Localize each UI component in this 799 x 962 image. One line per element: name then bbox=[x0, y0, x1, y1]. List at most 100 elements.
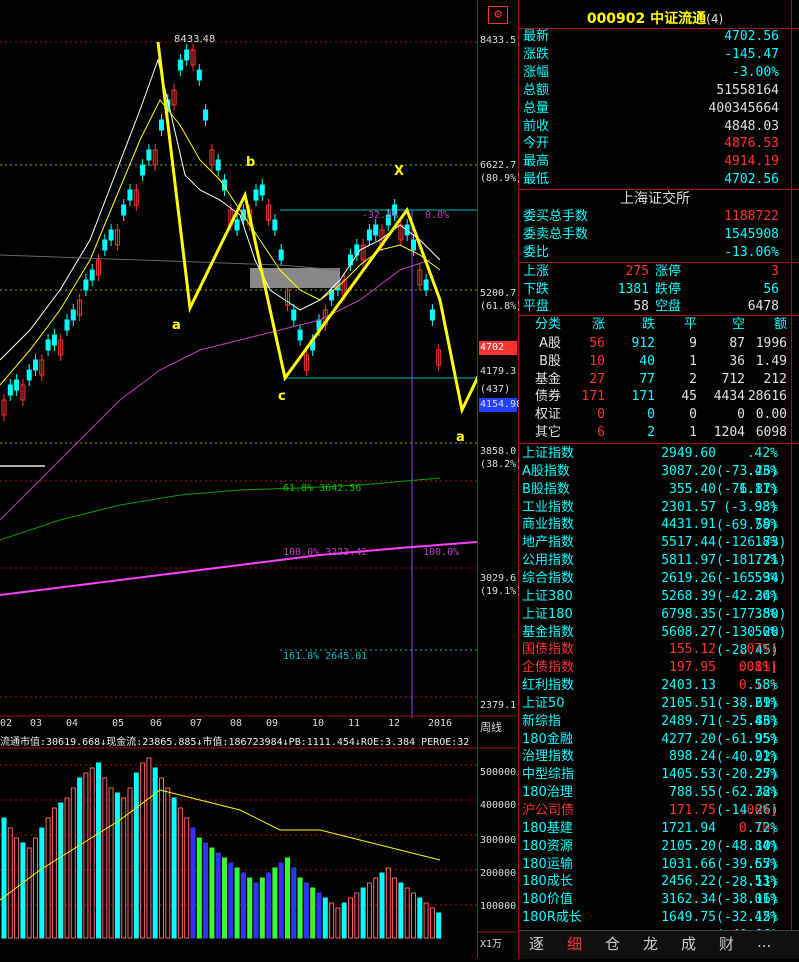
index-row[interactable]: 治理指数 898.24.21%(-20.27) bbox=[519, 748, 791, 782]
gray-box bbox=[250, 268, 340, 288]
volume-axis-label: 400000 bbox=[480, 800, 517, 811]
security-name: 中证流通 bbox=[650, 11, 707, 27]
index-row[interactable]: 180价值 3162.34.01%(-32.15) bbox=[519, 891, 791, 925]
index-row[interactable]: 新综指 2489.71.43%(-61.95) bbox=[519, 713, 791, 747]
kline-chart-panel[interactable]: 8433.48 b a c X a -32.3% 0.0% 61.8% 3642… bbox=[0, 0, 547, 958]
index-change: .06%( 0.10) bbox=[738, 803, 778, 836]
index-row[interactable]: 工业指数 2301.57.93%(-69.59) bbox=[519, 499, 791, 533]
index-row[interactable]: 综合指数 2619.26.59%(-42.34) bbox=[519, 570, 791, 604]
index-row[interactable]: 地产指数 5517.44 18%(-181.21) bbox=[519, 534, 791, 568]
candle bbox=[392, 204, 398, 216]
index-name: 沪公司债 bbox=[522, 803, 575, 818]
index-row[interactable]: 中型综指 1405.53.25%(-62.32) bbox=[519, 766, 791, 800]
index-row[interactable]: 沪公司债 171.75 .06%( 0.10) bbox=[519, 802, 791, 836]
volume-bar bbox=[291, 867, 297, 939]
index-row[interactable]: 上证指数 2949.60.42%(-73.26) bbox=[519, 445, 791, 479]
wave-label-x: X bbox=[394, 164, 405, 179]
breadth-value: 275 bbox=[625, 264, 649, 279]
candle bbox=[196, 69, 202, 81]
volume-ma-line bbox=[0, 789, 441, 901]
quote-row-label: 最高 bbox=[523, 154, 550, 170]
volume-bar bbox=[26, 847, 32, 939]
category-cell: 0 bbox=[737, 407, 745, 423]
tab-1[interactable]: 细 bbox=[567, 935, 583, 953]
volume-bar bbox=[1, 817, 7, 939]
volume-bar bbox=[398, 882, 404, 939]
period-label[interactable]: 周线 bbox=[480, 721, 502, 734]
x-tick: 11 bbox=[348, 718, 361, 729]
index-row[interactable]: 红利指数 2403.13.58%(-38.69) bbox=[519, 677, 791, 711]
volume-bar bbox=[177, 807, 183, 939]
index-row[interactable]: 上证180 6798.35 38%(-130.20) bbox=[519, 606, 791, 640]
index-row[interactable]: 180运输 1031.66.65%(-28.11) bbox=[519, 856, 791, 890]
index-row[interactable]: 商业指数 4431.91 78%(-126.73) bbox=[519, 516, 791, 550]
volume-bar bbox=[102, 777, 108, 939]
tab-6[interactable]: ... bbox=[757, 933, 772, 951]
category-cell: 10 bbox=[589, 353, 605, 369]
tab-3[interactable]: 龙 bbox=[643, 935, 659, 953]
commission-row-value: -13.06% bbox=[724, 245, 779, 260]
index-row[interactable]: B股指数 355.40 1.11%(-3.98) bbox=[519, 481, 791, 515]
index-price: 2456.22 bbox=[661, 874, 716, 890]
index-row[interactable]: 180基建 1721.94.72%(-48.10) bbox=[519, 820, 791, 854]
volume-bar bbox=[316, 892, 322, 939]
index-price: 1405.53 bbox=[661, 767, 716, 783]
index-change: .59%(-42.34) bbox=[716, 570, 779, 604]
axis-label: (38.2%) bbox=[480, 459, 523, 470]
category-cell: 0.00 bbox=[755, 407, 787, 423]
index-row[interactable]: 上证50 2105.51.21%(-25.86) bbox=[519, 695, 791, 729]
category-row: 其它 6 2 1 1204 6098 bbox=[519, 424, 791, 442]
category-cell: 1 bbox=[689, 353, 697, 369]
volume-bar bbox=[354, 892, 360, 939]
candle bbox=[58, 339, 64, 356]
tab-0[interactable]: 逐 bbox=[529, 935, 545, 953]
volume-bar bbox=[64, 797, 70, 939]
axis-label: 4179.3 bbox=[480, 366, 517, 377]
settings-icon[interactable]: ⚙ bbox=[488, 6, 508, 24]
quote-row: 最高 4914.19 bbox=[519, 153, 791, 171]
security-badge: (4) bbox=[706, 12, 724, 26]
quote-row: 涨跌 -145.47 bbox=[519, 46, 791, 64]
index-row[interactable]: 180金融 4277.20.95%(-40.92) bbox=[519, 731, 791, 765]
volume-bar bbox=[436, 912, 442, 939]
index-row[interactable]: 180治理 788.55.78%(-14.26) bbox=[519, 784, 791, 818]
quote-row: 前收 4848.03 bbox=[519, 118, 791, 136]
category-header-row: 分类 涨 跌 平 空 额 bbox=[519, 316, 791, 334]
tab-5[interactable]: 财 bbox=[719, 935, 735, 953]
candle bbox=[177, 59, 183, 71]
index-name: 工业指数 bbox=[522, 499, 575, 515]
index-change: .43%(-61.95) bbox=[716, 713, 779, 747]
volume-bar bbox=[70, 787, 76, 939]
candle bbox=[64, 319, 70, 331]
axis-label: (61.8%) bbox=[480, 301, 523, 312]
breadth-label: 空盘 bbox=[655, 299, 682, 314]
index-row[interactable]: 上证380 5268.39 26%(-177.50) bbox=[519, 588, 791, 622]
axis-label: 2379.1 bbox=[480, 700, 517, 711]
index-row[interactable]: 国债指数 155.12 .07%( 0.11) bbox=[519, 641, 791, 675]
index-row[interactable]: 基金指数 5608.27.50%(-28.45) bbox=[519, 624, 791, 658]
index-change: .84%(-39.57) bbox=[716, 838, 779, 872]
index-name: 中型综指 bbox=[522, 767, 575, 783]
kline-chart[interactable] bbox=[0, 0, 547, 958]
breadth-value: 3 bbox=[771, 264, 779, 279]
volume-bar bbox=[152, 767, 158, 939]
tab-4[interactable]: 成 bbox=[681, 935, 697, 953]
volume-unit-label: X1万 bbox=[480, 939, 503, 950]
candle bbox=[20, 384, 26, 401]
index-row[interactable]: A股指数 3087.20.43%(-76.87) bbox=[519, 463, 791, 497]
index-row[interactable]: 公用指数 5811.97 77%(-165.34) bbox=[519, 552, 791, 586]
volume-bar bbox=[228, 862, 234, 939]
category-cell: 1996 bbox=[755, 336, 787, 351]
category-cell: 6 bbox=[597, 425, 605, 440]
tab-2[interactable]: 仓 bbox=[605, 935, 621, 953]
index-row[interactable]: 企债指数 197.95 .08%( 0.15) bbox=[519, 659, 791, 693]
category-cell: 权证 bbox=[534, 407, 561, 423]
wave-label-c: c bbox=[278, 389, 286, 404]
category-cell: 712 bbox=[721, 371, 745, 387]
index-row[interactable]: 180成长 2456.22.53%(-38.16) bbox=[519, 873, 791, 907]
x-tick: 02 bbox=[0, 718, 13, 729]
index-row[interactable]: 180资源 2105.20.84%(-39.57) bbox=[519, 838, 791, 872]
volume-axis-label: 500000 bbox=[480, 767, 517, 778]
volume-bar bbox=[127, 787, 133, 939]
